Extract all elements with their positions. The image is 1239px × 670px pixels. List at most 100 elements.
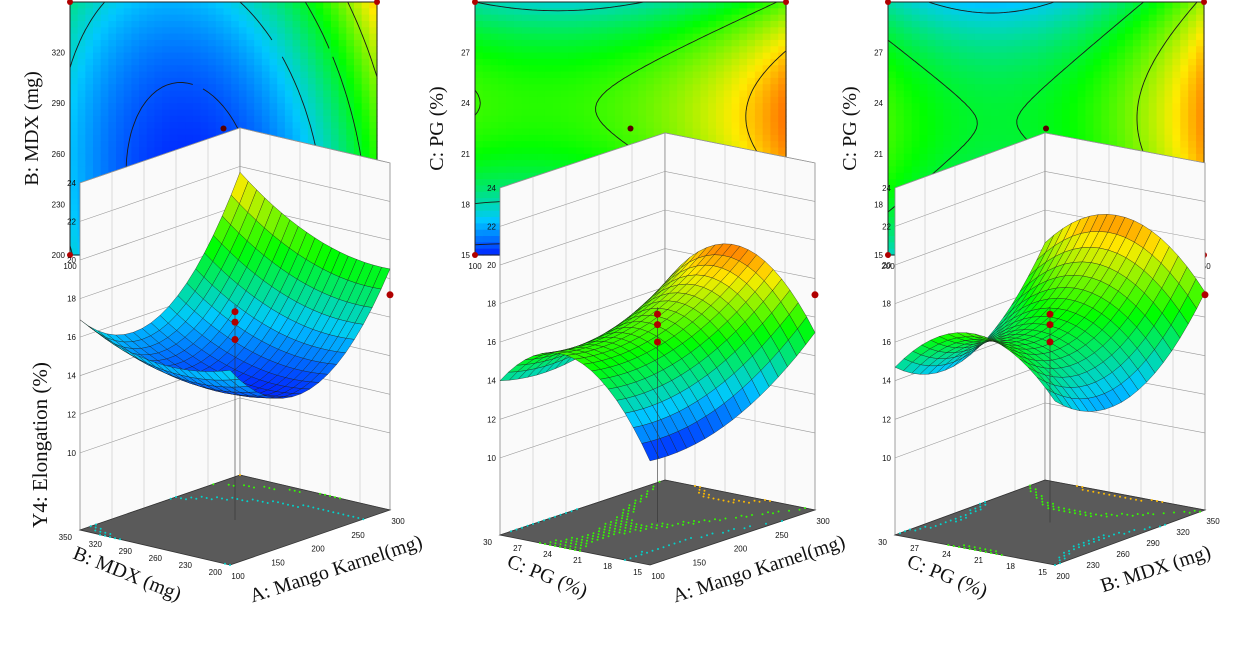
heat-cell — [716, 90, 725, 98]
heat-cell — [482, 8, 492, 16]
heat-cell — [139, 52, 148, 60]
heat-cell — [238, 84, 248, 92]
heat-cell — [684, 71, 694, 79]
heat-cell — [482, 2, 492, 9]
heat-cell — [169, 134, 179, 142]
heat-cell — [669, 33, 678, 41]
heat-cell — [723, 14, 733, 22]
heat-cell — [70, 20, 79, 28]
heat-cell — [200, 90, 209, 98]
heat-cell — [108, 109, 117, 117]
heat-cell — [70, 33, 79, 41]
heat-cell — [100, 65, 109, 73]
heat-cell — [521, 109, 531, 117]
y-tick-label: 18 — [874, 200, 883, 209]
heat-cell — [1085, 134, 1094, 142]
heat-cell — [770, 71, 779, 79]
heat-cell — [568, 65, 577, 73]
heat-cell — [951, 109, 960, 117]
floor-contour-dot — [347, 514, 350, 517]
heat-cell — [1093, 27, 1102, 35]
heat-cell — [630, 77, 639, 85]
heat-cell — [361, 2, 370, 9]
heat-cell — [208, 90, 217, 98]
heat-cell — [369, 128, 378, 136]
heat-cell — [684, 33, 694, 41]
y-tick-label: 230 — [52, 200, 66, 209]
heat-cell — [576, 39, 585, 47]
floor-contour-dot — [312, 506, 315, 509]
heat-cell — [475, 166, 484, 174]
heat-cell — [521, 65, 531, 73]
heat-cell — [123, 20, 132, 28]
floor-contour-dot — [263, 485, 266, 488]
heat-cell — [576, 14, 585, 22]
heat-cell — [261, 65, 271, 73]
heat-cell — [560, 134, 569, 142]
heat-cell — [888, 2, 897, 9]
floor-contour-dot — [200, 495, 203, 498]
heat-cell — [919, 90, 929, 98]
heat-cell — [93, 33, 102, 41]
heat-cell — [361, 103, 370, 111]
heat-cell — [630, 109, 639, 117]
heat-cell — [238, 58, 248, 66]
heat-cell — [123, 27, 132, 35]
heat-cell — [1061, 33, 1071, 41]
heat-cell — [1014, 52, 1023, 60]
heat-cell — [100, 39, 109, 47]
heat-cell — [1172, 58, 1181, 66]
heat-cell — [1006, 20, 1015, 28]
heat-cell — [361, 90, 370, 98]
heat-cell — [560, 122, 569, 130]
heat-cell — [911, 96, 921, 104]
heat-cell — [1077, 33, 1087, 41]
heat-cell — [568, 109, 577, 117]
heat-cell — [607, 52, 616, 60]
heat-cell — [959, 33, 968, 41]
heat-cell — [927, 2, 936, 9]
heat-cell — [1188, 46, 1197, 54]
heat-cell — [93, 147, 102, 155]
heat-cell — [482, 141, 492, 149]
heat-cell — [284, 14, 294, 22]
heat-cell — [223, 14, 232, 22]
heat-cell — [700, 20, 709, 28]
heat-cell — [1156, 65, 1166, 73]
heat-cell — [231, 71, 240, 79]
heat-cell — [123, 122, 132, 130]
heat-cell — [1125, 65, 1134, 73]
heat-cell — [1014, 8, 1023, 16]
heat-cell — [100, 103, 109, 111]
heat-cell — [116, 109, 125, 117]
heat-cell — [269, 90, 278, 98]
heat-cell — [630, 128, 639, 136]
heat-cell — [116, 103, 125, 111]
heat-cell — [646, 115, 655, 123]
heat-cell — [77, 65, 86, 73]
heat-cell — [498, 77, 507, 85]
heat-cell — [974, 65, 984, 73]
heat-cell — [1085, 39, 1094, 47]
heat-cell — [353, 90, 363, 98]
heat-cell — [560, 71, 569, 79]
heat-cell — [200, 39, 209, 47]
heat-cell — [895, 109, 905, 117]
heat-cell — [1117, 14, 1126, 22]
heat-cell — [1132, 71, 1142, 79]
heat-cell — [1006, 65, 1015, 73]
heat-cell — [747, 46, 756, 54]
heat-cell — [1053, 14, 1063, 22]
heat-cell — [529, 33, 538, 41]
heat-cell — [70, 223, 79, 231]
heat-cell — [599, 147, 608, 155]
heat-cell — [684, 96, 694, 104]
heat-cell — [1006, 115, 1015, 123]
heat-cell — [192, 109, 202, 117]
heat-cell — [513, 14, 523, 22]
heat-cell — [162, 27, 171, 35]
heat-cell — [513, 109, 523, 117]
heat-cell — [1188, 20, 1197, 28]
heat-cell — [1188, 52, 1197, 60]
heat-cell — [1125, 20, 1134, 28]
